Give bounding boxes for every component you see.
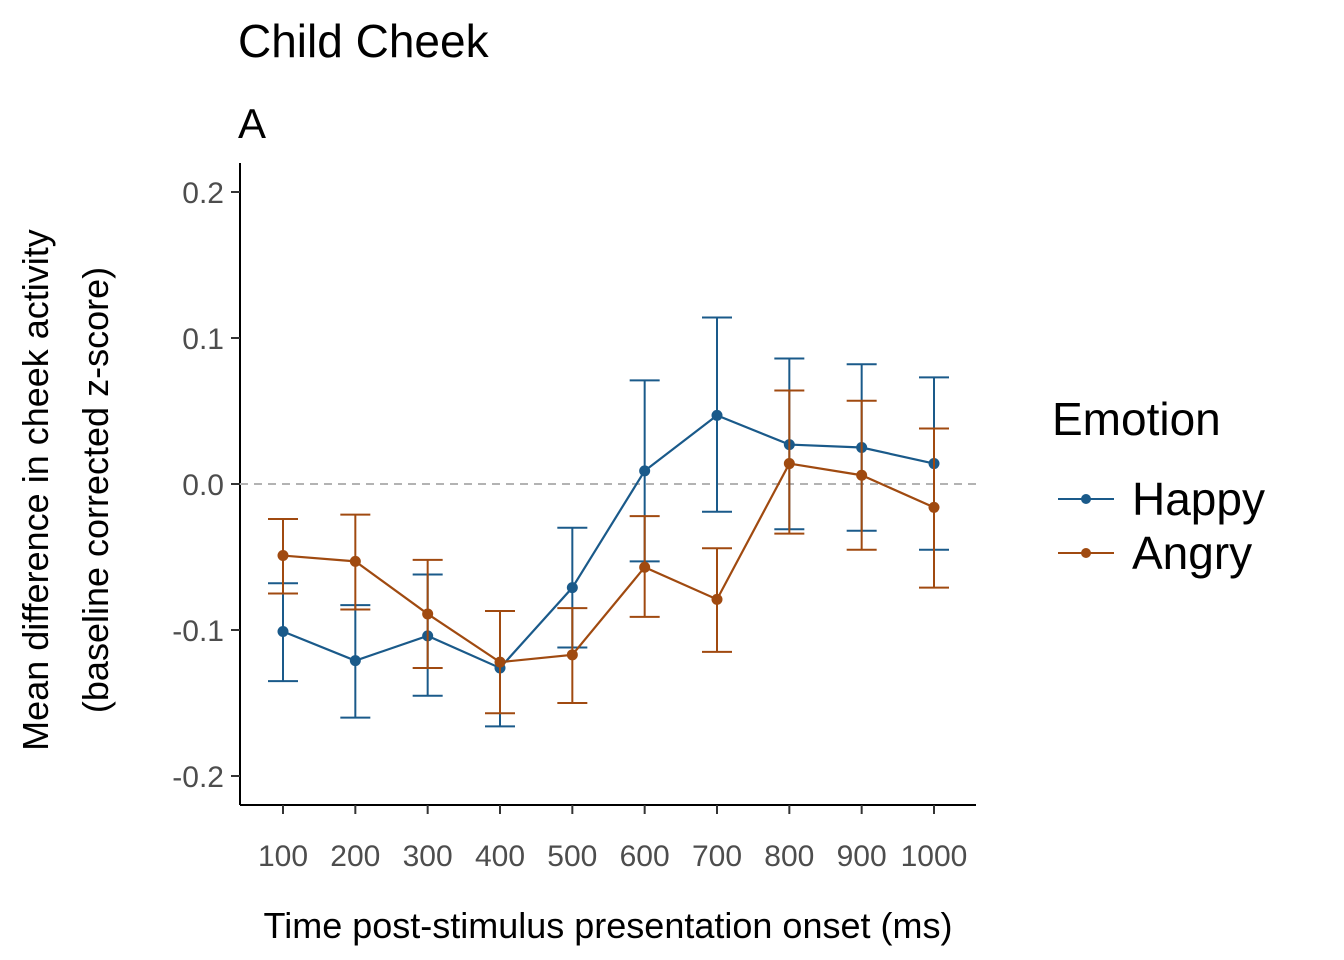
series-angry xyxy=(268,389,949,715)
data-point-angry xyxy=(277,550,289,562)
x-tick-label: 900 xyxy=(837,840,887,873)
data-point-happy xyxy=(277,625,289,637)
x-tick-label: 200 xyxy=(330,840,380,873)
data-point-angry xyxy=(494,656,506,668)
x-tick-label: 800 xyxy=(764,840,814,873)
series-line-angry xyxy=(282,462,935,664)
x-tick-label: 700 xyxy=(692,840,742,873)
legend-label-angry: Angry xyxy=(1132,527,1253,579)
chart-title: Child Cheek xyxy=(238,15,489,67)
legend-key-angry xyxy=(1058,548,1114,558)
legend-key-happy xyxy=(1058,494,1114,504)
data-point-angry xyxy=(711,593,723,605)
series-happy xyxy=(268,316,949,728)
y-tick-label: 0.1 xyxy=(182,323,224,356)
x-tick-label: 100 xyxy=(258,840,308,873)
y-tick-label: -0.2 xyxy=(172,761,224,794)
data-point-angry xyxy=(856,469,868,481)
y-axis-label-line2: (baseline corrected z-score) xyxy=(75,267,116,713)
x-tick-label: 600 xyxy=(620,840,670,873)
data-point-angry xyxy=(783,458,795,470)
x-tick-label: 300 xyxy=(403,840,453,873)
data-point-angry xyxy=(928,501,940,513)
data-point-angry xyxy=(566,649,578,661)
legend-title: Emotion xyxy=(1052,393,1221,445)
x-tick-label: 1000 xyxy=(901,840,968,873)
data-point-angry xyxy=(349,555,361,567)
y-tick-label: 0.0 xyxy=(182,469,224,502)
data-point-happy xyxy=(349,655,361,667)
series-layer xyxy=(268,316,949,728)
data-point-happy xyxy=(711,409,723,421)
x-tick-label: 400 xyxy=(475,840,525,873)
data-point-happy xyxy=(639,465,651,477)
y-tick-label: 0.2 xyxy=(182,177,224,210)
x-axis-label: Time post-stimulus presentation onset (m… xyxy=(264,905,953,946)
legend-label-happy: Happy xyxy=(1132,473,1265,525)
x-tick-label: 500 xyxy=(547,840,597,873)
y-tick-label: -0.1 xyxy=(172,615,224,648)
axes: -0.2 -0.1 0.0 0.1 0.2 100 200 300 400 500 600 700 80… xyxy=(172,163,976,873)
data-point-angry xyxy=(422,608,434,620)
chart-subtitle: A xyxy=(238,100,267,147)
y-axis-label-line1: Mean difference in cheek activity xyxy=(15,229,56,751)
series-line-happy xyxy=(282,414,935,670)
data-point-happy xyxy=(566,582,578,594)
data-point-angry xyxy=(639,561,651,573)
